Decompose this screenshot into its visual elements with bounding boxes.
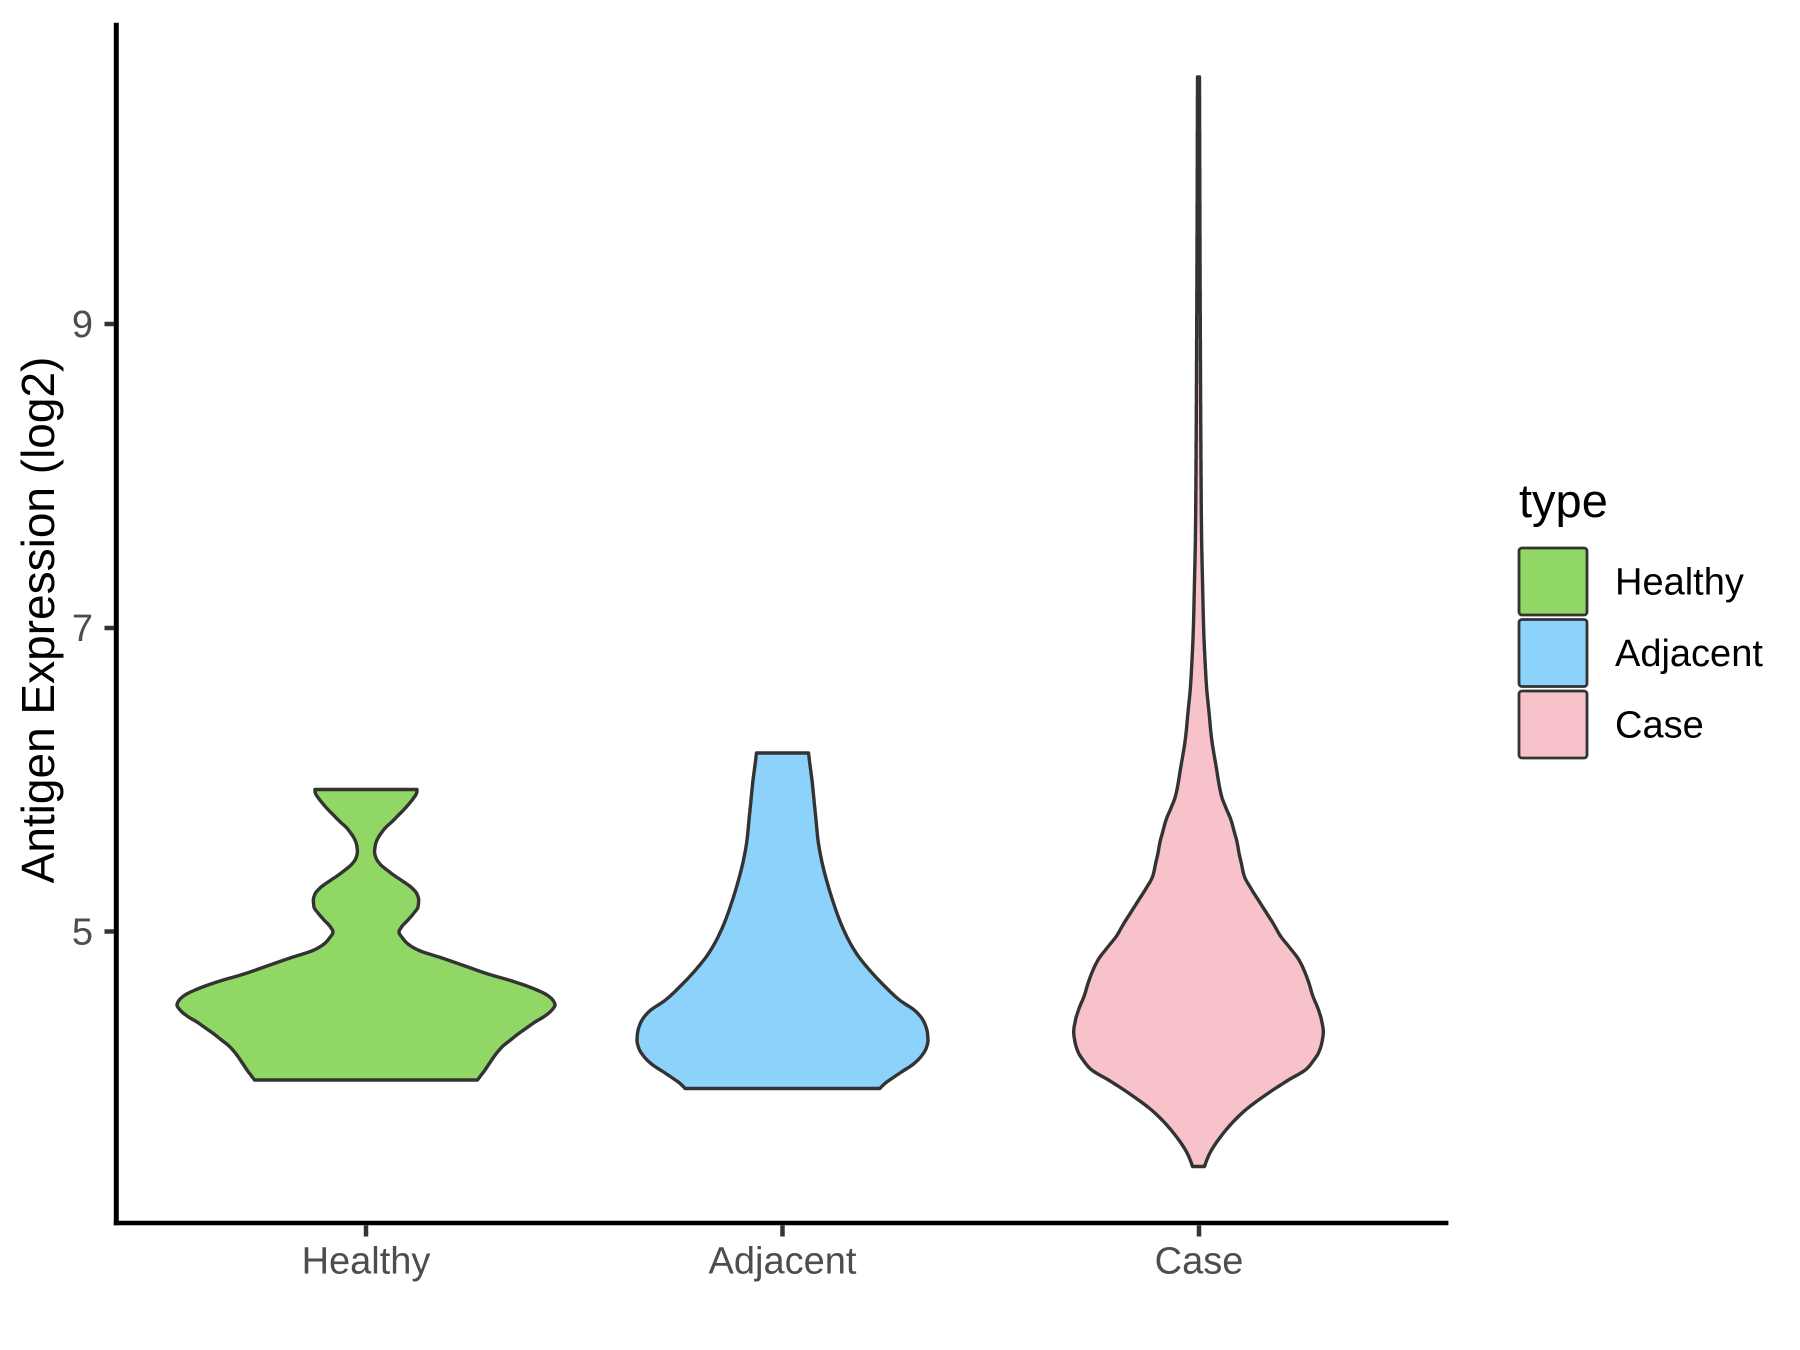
svg-text:7: 7 xyxy=(72,608,93,650)
svg-text:Case: Case xyxy=(1615,705,1704,747)
svg-text:Healthy: Healthy xyxy=(1615,562,1744,604)
svg-text:Adjacent: Adjacent xyxy=(1615,633,1763,675)
svg-text:Case: Case xyxy=(1155,1241,1244,1283)
svg-text:Adjacent: Adjacent xyxy=(709,1241,857,1283)
svg-text:Antigen Expression (log2): Antigen Expression (log2) xyxy=(12,357,64,884)
svg-text:5: 5 xyxy=(72,912,93,954)
svg-text:9: 9 xyxy=(72,304,93,346)
svg-text:type: type xyxy=(1519,474,1608,527)
svg-text:Healthy: Healthy xyxy=(302,1241,431,1283)
